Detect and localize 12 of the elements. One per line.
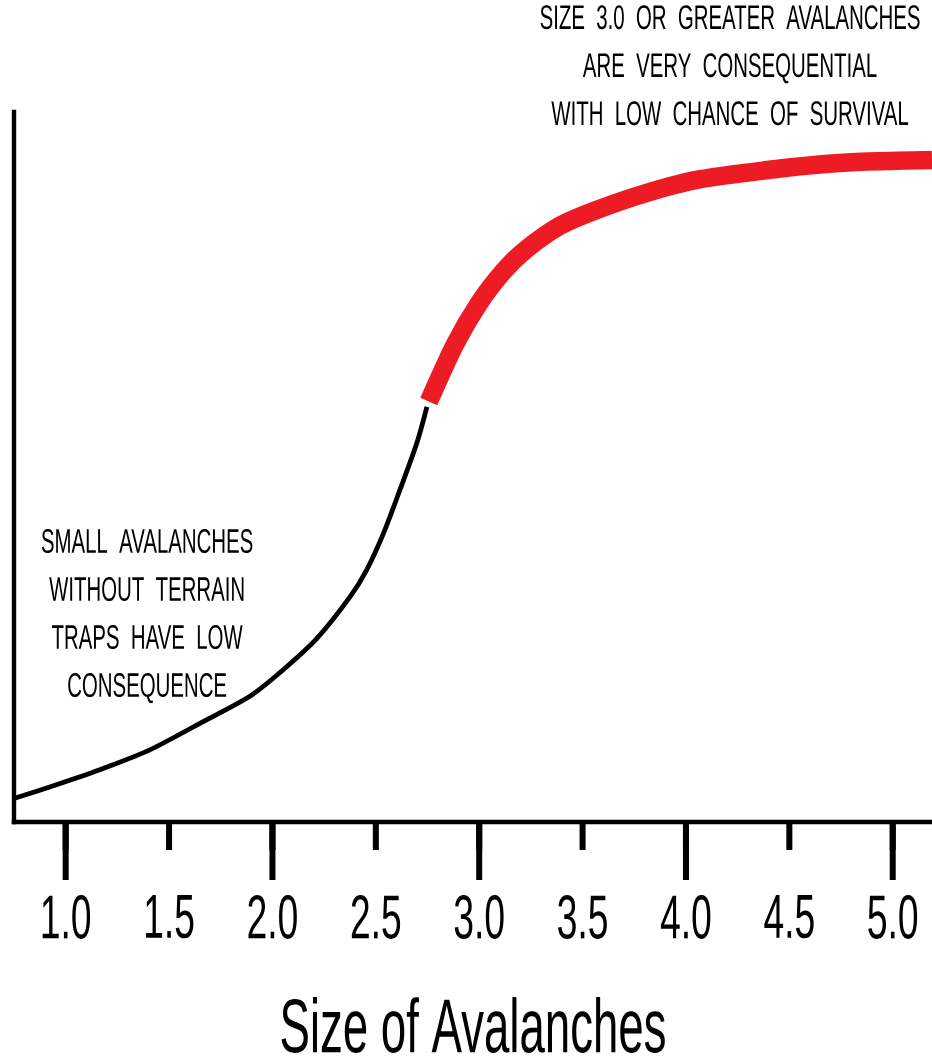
x-tick-label: 3.0: [454, 895, 504, 939]
x-tick-label: 2.0: [248, 895, 297, 939]
annotation: SMALL AVALANCHES WITHOUT TERRAIN TRAPS HAVE LOW CONSEQUENCE: [41, 529, 253, 704]
x-tick-label: 4.0: [660, 895, 711, 939]
x-tick-label: 1.0: [42, 895, 91, 939]
x-tick-label: 2.5: [351, 895, 401, 939]
x-tick-label: 3.5: [558, 895, 607, 939]
x-tick-label: 1.5: [146, 895, 194, 939]
x-axis-title: Size of Avalanches: [281, 997, 665, 1053]
x-tick-label: 5.0: [868, 895, 918, 939]
text: SIZE 3.0 OR GREATER AVALANCHES ARE VERY CONSEQUENTIAL WITH LOW CHANCE OF SURVIVAL: [540, 5, 920, 126]
x-tick-label: 4.5: [764, 895, 814, 939]
